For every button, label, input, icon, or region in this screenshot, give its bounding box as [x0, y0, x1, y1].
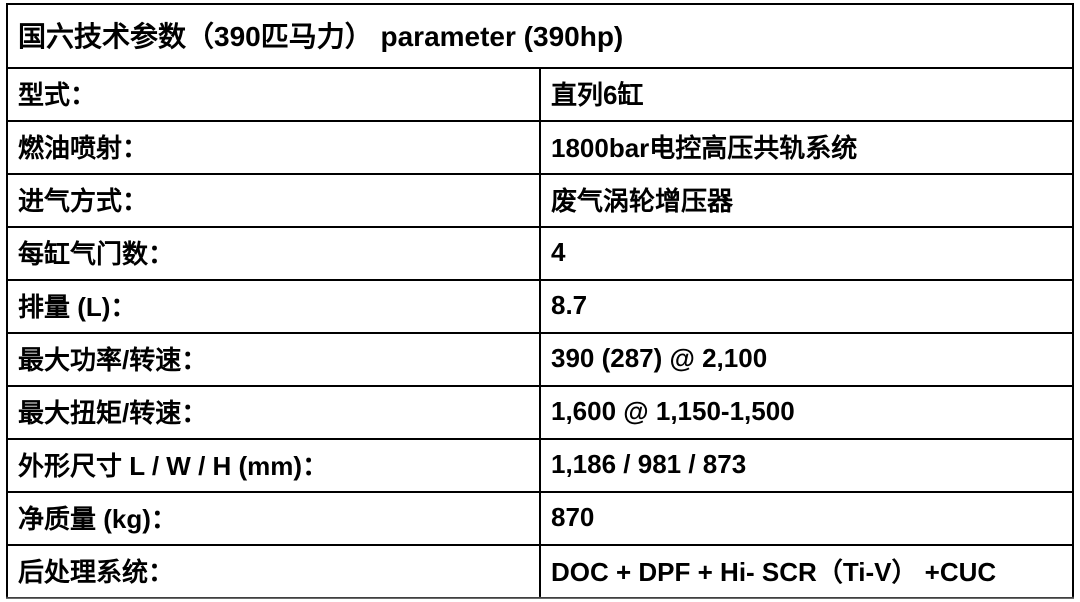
- spec-value: 废气涡轮增压器: [540, 174, 1073, 227]
- table-row: 每缸气门数：4: [7, 227, 1073, 280]
- spec-value: 4: [540, 227, 1073, 280]
- table-body: 型式：直列6缸燃油喷射：1800bar电控高压共轨系统进气方式：废气涡轮增压器每…: [7, 68, 1073, 598]
- table-row: 后处理系统：DOC + DPF + Hi- SCR（Ti-V） +CUC: [7, 545, 1073, 598]
- spec-value: 390 (287) @ 2,100: [540, 333, 1073, 386]
- spec-value: DOC + DPF + Hi- SCR（Ti-V） +CUC: [540, 545, 1073, 598]
- spec-label: 后处理系统：: [7, 545, 540, 598]
- spec-label: 最大扭矩/转速：: [7, 386, 540, 439]
- spec-label: 排量 (L)：: [7, 280, 540, 333]
- spec-table: 国六技术参数（390匹马力） parameter (390hp) 型式：直列6缸…: [6, 3, 1074, 599]
- table-row: 型式：直列6缸: [7, 68, 1073, 121]
- table-row: 最大扭矩/转速：1,600 @ 1,150-1,500: [7, 386, 1073, 439]
- spec-value: 1,600 @ 1,150-1,500: [540, 386, 1073, 439]
- spec-value: 8.7: [540, 280, 1073, 333]
- table-title: 国六技术参数（390匹马力） parameter (390hp): [7, 4, 1073, 68]
- table-row: 进气方式：废气涡轮增压器: [7, 174, 1073, 227]
- table-container: 国六技术参数（390匹马力） parameter (390hp) 型式：直列6缸…: [0, 0, 1080, 602]
- spec-label: 进气方式：: [7, 174, 540, 227]
- table-header-row: 国六技术参数（390匹马力） parameter (390hp): [7, 4, 1073, 68]
- table-row: 外形尺寸 L / W / H (mm)：1,186 / 981 / 873: [7, 439, 1073, 492]
- table-row: 最大功率/转速：390 (287) @ 2,100: [7, 333, 1073, 386]
- spec-label: 每缸气门数：: [7, 227, 540, 280]
- spec-label: 型式：: [7, 68, 540, 121]
- spec-value: 870: [540, 492, 1073, 545]
- table-row: 燃油喷射：1800bar电控高压共轨系统: [7, 121, 1073, 174]
- table-row: 排量 (L)：8.7: [7, 280, 1073, 333]
- spec-label: 燃油喷射：: [7, 121, 540, 174]
- spec-value: 1,186 / 981 / 873: [540, 439, 1073, 492]
- table-row: 净质量 (kg)：870: [7, 492, 1073, 545]
- spec-label: 最大功率/转速：: [7, 333, 540, 386]
- spec-label: 外形尺寸 L / W / H (mm)：: [7, 439, 540, 492]
- spec-value: 直列6缸: [540, 68, 1073, 121]
- spec-value: 1800bar电控高压共轨系统: [540, 121, 1073, 174]
- spec-label: 净质量 (kg)：: [7, 492, 540, 545]
